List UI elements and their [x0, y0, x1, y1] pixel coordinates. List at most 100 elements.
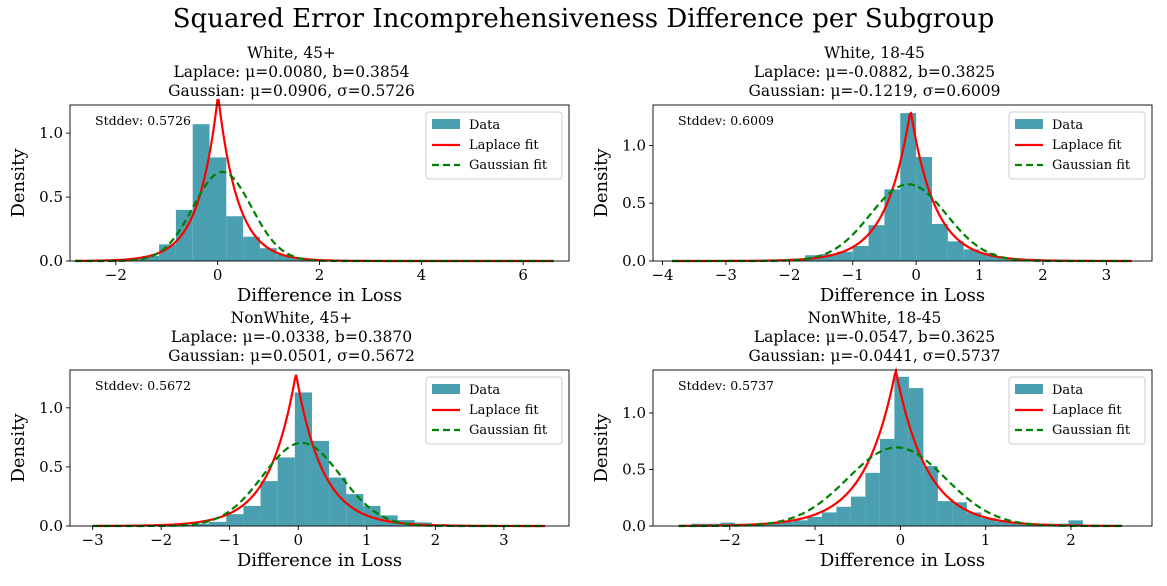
x-tick-label: 4: [417, 266, 427, 284]
x-tick-label: 0: [911, 266, 921, 284]
subplot-title-line-2: Laplace: μ=-0.0882, b=0.3825: [753, 63, 996, 81]
histogram-bar: [916, 157, 932, 261]
x-axis-label: Difference in Loss: [820, 550, 985, 571]
histogram-bar: [1010, 522, 1025, 526]
legend-swatch-data: [432, 384, 460, 394]
histogram-bar: [908, 388, 924, 526]
histogram-bar: [900, 113, 917, 261]
y-tick-label: 0.0: [39, 517, 63, 535]
x-tick-label: −1: [219, 531, 241, 549]
subplot-title-line-3: Gaussian: μ=-0.0441, σ=0.5737: [748, 347, 1001, 365]
x-tick-label: 3: [499, 531, 509, 549]
legend-label-data: Data: [469, 118, 500, 133]
histogram-bar: [821, 254, 837, 261]
legend-label-data: Data: [469, 383, 500, 398]
y-tick-label: 0.5: [39, 458, 63, 476]
histogram-bar: [931, 224, 948, 261]
axes-frame: [652, 369, 1153, 527]
histogram-bar: [209, 521, 227, 526]
x-tick-label: 2: [1066, 531, 1076, 549]
stddev-annotation: Stddev: 0.5737: [678, 378, 774, 393]
legend-label-data: Data: [1052, 118, 1083, 133]
y-tick-label: 0.0: [622, 252, 646, 270]
x-tick-label: 0: [896, 531, 906, 549]
y-tick-label: 1.0: [622, 136, 646, 154]
histogram-bar: [995, 521, 1011, 526]
histogram-bar: [981, 518, 996, 526]
plot-area: −2 0 2 4 6 0.0 0.5 1.0 Difference in Loss Density…: [8, 98, 570, 306]
y-tick-label: 0.0: [39, 252, 63, 270]
x-tick-label: −2: [778, 266, 800, 284]
plot-area: −3 −2 −1 0 1 2 3 0.0 0.5 1.0 Difference in Loss Den…: [8, 369, 570, 571]
x-tick-label: −2: [719, 531, 741, 549]
subplot-title-line-3: Gaussian: μ=0.0906, σ=0.5726: [168, 82, 415, 100]
legend: Data Laplace fit Gaussian fit: [1008, 111, 1146, 180]
subplot-title-line-2: Laplace: μ=-0.0338, b=0.3870: [170, 328, 413, 346]
histogram-bar: [963, 249, 980, 261]
x-tick-label: −1: [842, 266, 864, 284]
subplot-white-45plus: White, 45+ Laplace: μ=0.0080, b=0.3854 G…: [0, 43, 583, 313]
histogram-bar: [995, 257, 1012, 261]
legend-label-laplace: Laplace fit: [469, 138, 539, 153]
histogram-bar: [836, 506, 851, 526]
legend-label-data: Data: [1052, 383, 1083, 398]
histogram-bar: [868, 225, 885, 261]
histogram-bar: [260, 481, 278, 526]
plot-area: −2 −1 0 1 2 0.0 0.5 1.0 Difference in Loss Densit…: [591, 367, 1153, 571]
legend-label-gaussian: Gaussian fit: [469, 158, 548, 173]
x-axis-label: Difference in Loss: [237, 550, 402, 571]
x-axis-label: Difference in Loss: [820, 285, 985, 306]
histogram-bar: [243, 505, 261, 526]
histogram-bar: [259, 248, 277, 261]
y-tick-label: 1.0: [39, 124, 63, 142]
y-tick-label: 0.5: [39, 188, 63, 206]
x-tick-label: 2: [1038, 266, 1048, 284]
stddev-annotation: Stddev: 0.5672: [95, 378, 191, 393]
subplot-title-line-1: NonWhite, 18-45: [807, 309, 942, 327]
figure-title: Squared Error Incomprehensiveness Differ…: [172, 4, 995, 34]
subplot-title-line-1: White, 18-45: [824, 44, 925, 62]
histogram-bar: [865, 472, 880, 526]
histogram-bar: [363, 505, 381, 526]
y-axis-label: Density: [591, 148, 612, 218]
x-tick-label: 6: [518, 266, 528, 284]
x-tick-label: 0: [293, 531, 303, 549]
x-tick-label: 3: [1102, 266, 1112, 284]
histogram-bar: [852, 245, 869, 261]
histogram-bar: [821, 512, 837, 526]
histogram-bar: [778, 522, 793, 526]
legend-label-laplace: Laplace fit: [1052, 138, 1122, 153]
stddev-annotation: Stddev: 0.5726: [95, 113, 191, 128]
x-tick-label: −3: [715, 266, 737, 284]
histogram-bar: [142, 255, 160, 261]
y-axis-label: Density: [8, 413, 29, 483]
x-tick-label: 2: [315, 266, 325, 284]
x-tick-label: 1: [975, 266, 985, 284]
x-axis-label: Difference in Loss: [237, 285, 402, 306]
histogram-bar: [226, 514, 244, 526]
histogram-bar: [884, 189, 901, 261]
histogram-bar: [311, 440, 330, 526]
histogram-bar: [979, 252, 996, 261]
x-tick-label: −1: [804, 531, 826, 549]
histogram-bar: [209, 157, 227, 261]
subplot-title-line-3: Gaussian: μ=0.0501, σ=0.5672: [168, 347, 415, 365]
legend: Data Laplace fit Gaussian fit: [1008, 376, 1146, 445]
histogram-bar: [277, 457, 295, 526]
legend-swatch-data: [1015, 384, 1043, 394]
stddev-annotation: Stddev: 0.6009: [678, 113, 774, 128]
gaussian-fit-line: [678, 446, 1123, 528]
subplot-nonwhite-18-45: NonWhite, 18-45 Laplace: μ=-0.0547, b=0.…: [583, 308, 1166, 578]
y-axis-label: Density: [8, 148, 29, 218]
axes-frame: [652, 104, 1153, 262]
y-tick-label: 1.0: [39, 399, 63, 417]
y-tick-label: 1.0: [622, 404, 646, 422]
histogram-bar: [192, 523, 210, 526]
x-tick-label: −2: [150, 531, 172, 549]
histogram-bar: [836, 251, 853, 261]
plot-area: −4 −3 −2 −1 0 1 2 3 0.0 0.5 1.0 Difference in Loss D…: [591, 104, 1153, 306]
subplot-title-line-3: Gaussian: μ=-0.1219, σ=0.6009: [748, 82, 1001, 100]
x-tick-label: −2: [105, 266, 127, 284]
gaussian-fit-line: [75, 170, 554, 263]
histogram-bar: [175, 209, 193, 261]
